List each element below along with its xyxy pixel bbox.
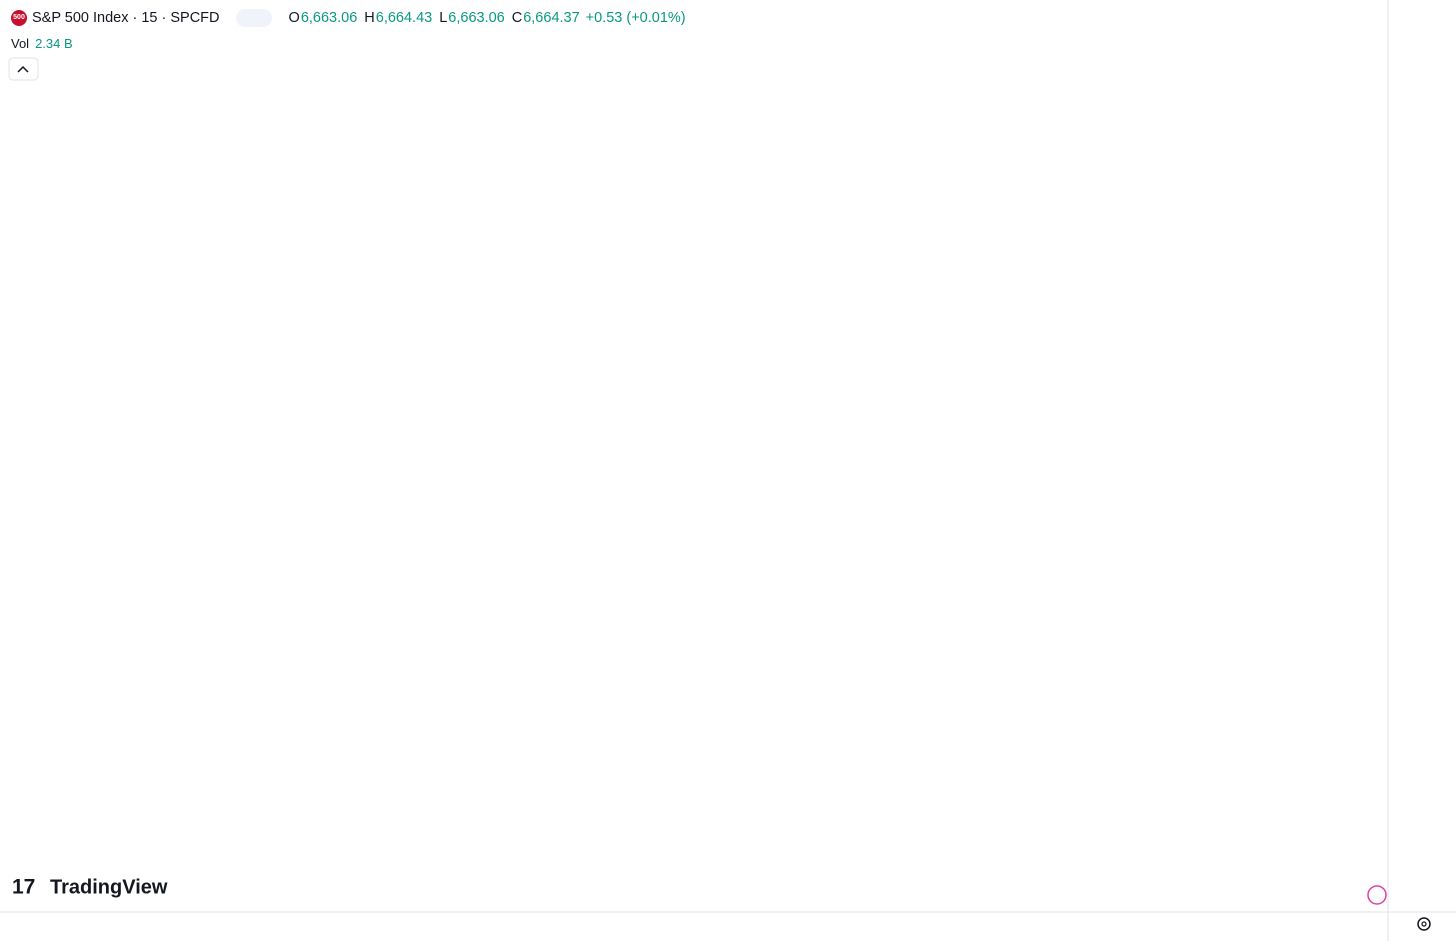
logo-text: TradingView: [50, 876, 168, 898]
collapse-button-box[interactable]: [8, 57, 39, 81]
legend-key: C: [511, 10, 523, 26]
mode-pill[interactable]: [235, 9, 272, 27]
symbol-title[interactable]: S&P 500 Index · 15 · SPCFD: [32, 10, 220, 26]
legend-key: L: [439, 10, 448, 26]
legend-key: H: [364, 10, 375, 26]
legend-value: 6,663.06: [448, 10, 505, 26]
volume-name: Vol: [11, 36, 30, 51]
legend-value: 6,663.06: [300, 10, 358, 26]
legend-key: O: [288, 10, 300, 26]
gear-hub: [1421, 921, 1427, 927]
change-label: +0.53 (+0.01%): [585, 10, 686, 26]
chevron-icon: [17, 65, 29, 73]
logo-mark: 17: [12, 876, 35, 899]
ohlc-legend: O6,663.06 H6,664.43 L6,663.06 C6,664.37: [282, 10, 580, 26]
symbol-badge: 500: [11, 10, 27, 26]
volume-legend: Vol 2.34 B: [11, 36, 73, 51]
legend-value: 6,664.37: [523, 10, 580, 26]
settings-button[interactable]: [1417, 917, 1431, 931]
volume-value: 2.34 B: [35, 36, 73, 51]
logo: 17 TradingView: [12, 876, 168, 899]
collapse-button[interactable]: [8, 57, 39, 81]
gear-icon[interactable]: [1417, 917, 1431, 931]
legend-value: 6,664.43: [375, 10, 433, 26]
legend-header: 500 S&P 500 Index · 15 · SPCFD O6,663.06…: [11, 9, 686, 27]
alert-icon[interactable]: [1367, 885, 1387, 905]
